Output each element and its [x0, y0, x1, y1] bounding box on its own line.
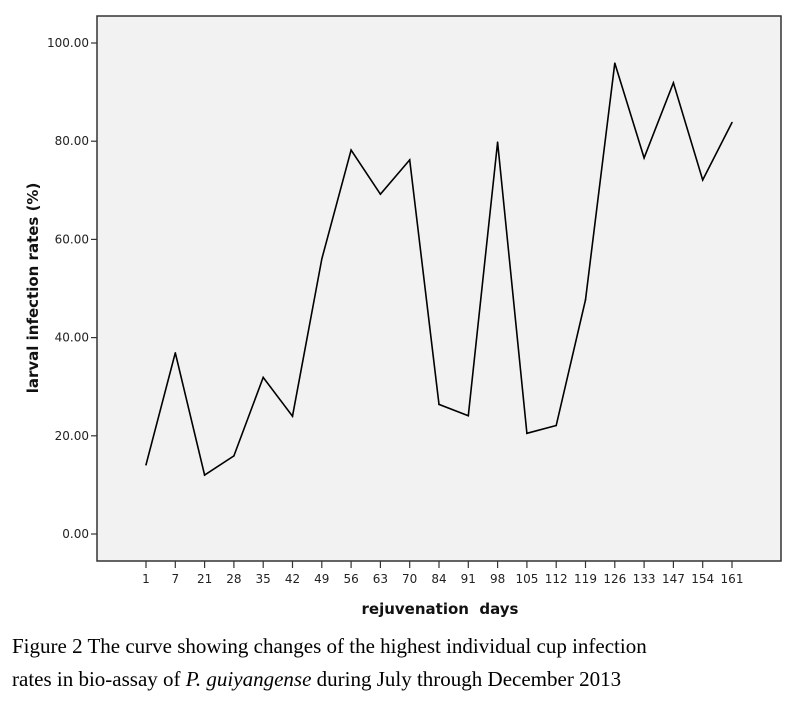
data-point: [408, 159, 411, 161]
x-tick-label: 112: [545, 572, 568, 586]
y-axis: 0.00 20.00 40.00 60.00 80.00 100.00: [47, 36, 97, 541]
x-tick-label: 161: [721, 572, 744, 586]
data-point: [174, 352, 177, 354]
x-tick-label: 1: [142, 572, 150, 586]
x-tick-label: 7: [171, 572, 179, 586]
x-tick-label: 28: [226, 572, 241, 586]
x-tick-label: 63: [373, 572, 388, 586]
x-tick-label: 119: [574, 572, 597, 586]
data-point: [145, 463, 147, 466]
x-axis-title: rejuvenation days: [362, 600, 519, 618]
x-axis: 1 7 21 28 35 42 49 56 63 70 84 91 98 105 112 119 126 133 1…: [142, 561, 743, 586]
x-tick-label: 49: [314, 572, 329, 586]
y-tick-label: 100.00: [47, 36, 89, 50]
species-name: P. guiyangense: [185, 667, 312, 691]
data-point: [379, 193, 382, 196]
y-tick-label: 20.00: [55, 429, 89, 443]
x-tick-label: 126: [603, 572, 626, 586]
figure-caption: Figure 2 The curve showing changes of th…: [12, 630, 797, 696]
data-point: [496, 141, 499, 143]
x-tick-label: 147: [662, 572, 685, 586]
y-axis-title: larval infection rates (%): [24, 183, 42, 394]
data-point: [643, 157, 645, 159]
data-point: [672, 81, 675, 84]
caption-line-2-start: rates in bio-assay of: [12, 667, 186, 691]
data-point: [614, 62, 616, 64]
data-point: [291, 415, 294, 417]
data-point: [233, 455, 235, 457]
line-chart: 0.00 20.00 40.00 60.00 80.00 100.00 1 7 21 28 35 4…: [24, 15, 782, 618]
x-tick-label: 70: [402, 572, 417, 586]
x-tick-label: 133: [633, 572, 656, 586]
data-point: [203, 474, 206, 476]
caption-line-2: rates in bio-assay of P. guiyangense dur…: [12, 663, 797, 696]
caption-line-2-end: during July through December 2013: [311, 667, 622, 691]
y-tick-label: 40.00: [55, 331, 89, 345]
data-point: [438, 403, 440, 406]
x-tick-label: 42: [285, 572, 300, 586]
x-tick-label: 105: [515, 572, 538, 586]
data-point: [467, 414, 470, 417]
data-point: [584, 298, 587, 301]
data-point: [526, 432, 528, 435]
x-tick-label: 154: [691, 572, 714, 586]
data-point: [731, 121, 733, 124]
data-point: [701, 179, 704, 181]
data-point: [555, 424, 557, 427]
x-tick-label: 56: [343, 572, 358, 586]
x-tick-label: 35: [256, 572, 271, 586]
data-point: [350, 149, 352, 151]
x-tick-label: 91: [461, 572, 476, 586]
y-tick-label: 0.00: [62, 527, 89, 541]
data-point: [262, 376, 265, 379]
x-tick-label: 84: [431, 572, 446, 586]
y-tick-label: 60.00: [55, 232, 89, 246]
caption-line-1: Figure 2 The curve showing changes of th…: [12, 634, 647, 658]
x-tick-label: 98: [490, 572, 505, 586]
x-tick-label: 21: [197, 572, 212, 586]
y-tick-label: 80.00: [55, 134, 89, 148]
data-point: [321, 258, 323, 260]
